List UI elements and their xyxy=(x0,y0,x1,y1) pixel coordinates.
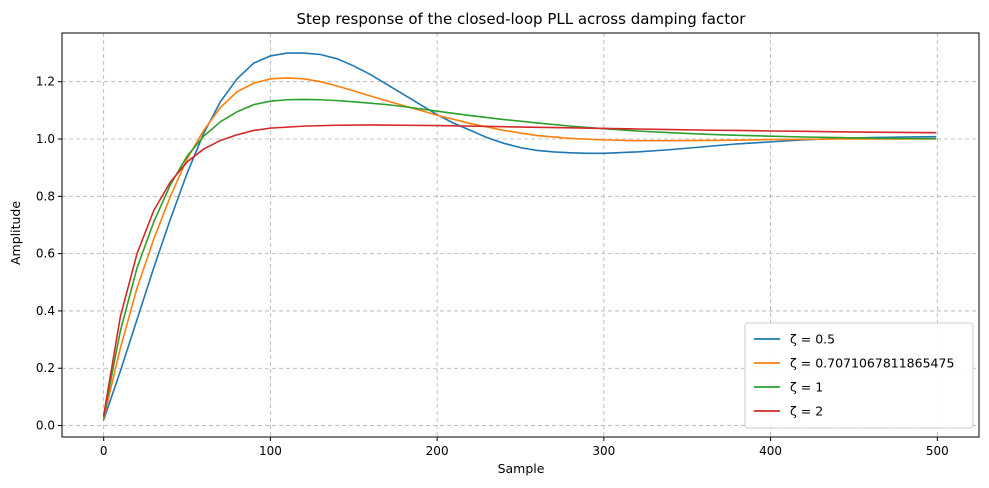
x-axis-label: Sample xyxy=(498,461,545,476)
y-tick-label: 1.2 xyxy=(36,75,55,89)
legend-box xyxy=(744,322,974,429)
y-tick-label: 0.8 xyxy=(36,189,55,203)
legend: ζ = 0.5 ζ = 0.7071067811865475 ζ = 1 ζ = 2 xyxy=(744,322,974,429)
y-tick-label: 1.0 xyxy=(36,132,55,146)
series-line-2 xyxy=(102,77,937,420)
x-tick-label: 200 xyxy=(426,444,449,458)
legend-label-1: ζ = 0.5 xyxy=(790,332,835,347)
legend-label-2: ζ = 0.7071067811865475 xyxy=(790,356,954,371)
legend-label-4: ζ = 2 xyxy=(790,404,823,419)
y-axis-label: Amplitude xyxy=(8,201,23,265)
axis-ticks: 0 100 200 300 400 500 0.0 0.2 0.4 0.6 0.8 1.0 1.2 xyxy=(36,75,949,458)
x-tick-label: 100 xyxy=(259,444,282,458)
series-line-4 xyxy=(102,124,937,417)
plot-frame xyxy=(61,32,980,438)
y-tick-label: 0.4 xyxy=(36,304,55,318)
series-line-3 xyxy=(102,98,937,418)
chart-title: Step response of the closed-loop PLL acr… xyxy=(297,10,747,28)
series-lines xyxy=(102,52,937,421)
x-tick-label: 0 xyxy=(100,444,108,458)
y-tick-label: 0.6 xyxy=(36,247,55,261)
y-tick-label: 0.2 xyxy=(36,361,55,375)
x-tick-label: 300 xyxy=(592,444,615,458)
y-tick-label: 0.0 xyxy=(36,419,55,433)
legend-label-3: ζ = 1 xyxy=(790,380,823,395)
x-tick-label: 500 xyxy=(926,444,949,458)
x-tick-label: 400 xyxy=(759,444,782,458)
